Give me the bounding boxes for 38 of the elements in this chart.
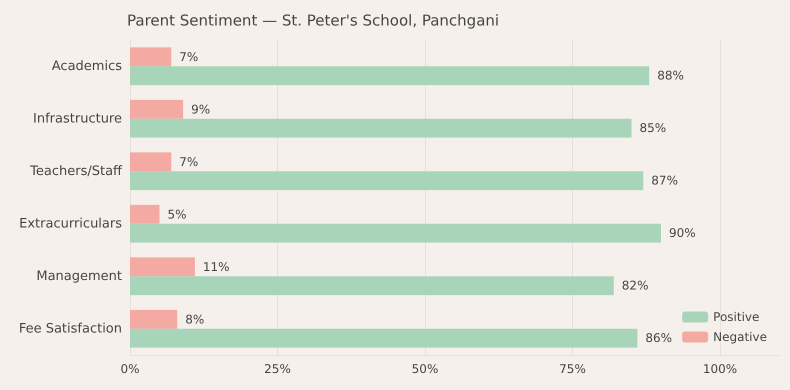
x-tick-label: 50% (412, 362, 438, 376)
data-label: 7% (179, 50, 198, 64)
bar (130, 310, 178, 329)
data-label: 8% (185, 312, 204, 326)
data-label: 7% (179, 154, 198, 169)
bar (130, 171, 644, 190)
y-tick-label: Academics (52, 58, 122, 74)
bar (130, 328, 638, 348)
data-label: 11% (202, 260, 230, 274)
x-tick-label: 100% (702, 362, 738, 376)
data-label: 82% (622, 278, 648, 293)
data-label: 87% (651, 174, 678, 188)
bar (130, 66, 650, 86)
y-tick-label: Fee Satisfaction (18, 321, 122, 336)
bar (130, 152, 172, 172)
legend-label: Positive (713, 310, 760, 324)
bar (130, 257, 195, 276)
data-label: 88% (657, 68, 684, 83)
bar (130, 118, 632, 138)
x-tick-label: 25% (264, 362, 291, 376)
data-label: 85% (640, 121, 666, 136)
y-tick-label: Infrastructure (33, 111, 122, 126)
chart-title: Parent Sentiment — St. Peter's School, Panchgani (127, 12, 500, 30)
data-label: 90% (669, 226, 696, 240)
data-label: 86% (645, 331, 672, 346)
legend-label: Negative (713, 330, 768, 344)
x-tick-label: 75% (559, 362, 586, 376)
bar (130, 276, 614, 296)
x-tick-label: 0% (120, 362, 140, 376)
bar (130, 100, 184, 119)
y-tick-label: Extracurriculars (19, 216, 122, 232)
bar (130, 47, 172, 66)
y-tick-label: Teachers/Staff (29, 164, 124, 179)
data-label: 9% (191, 102, 210, 116)
bar (130, 204, 160, 224)
y-tick-label: Management (36, 268, 122, 284)
bar (130, 224, 661, 243)
data-label: 5% (168, 207, 187, 222)
